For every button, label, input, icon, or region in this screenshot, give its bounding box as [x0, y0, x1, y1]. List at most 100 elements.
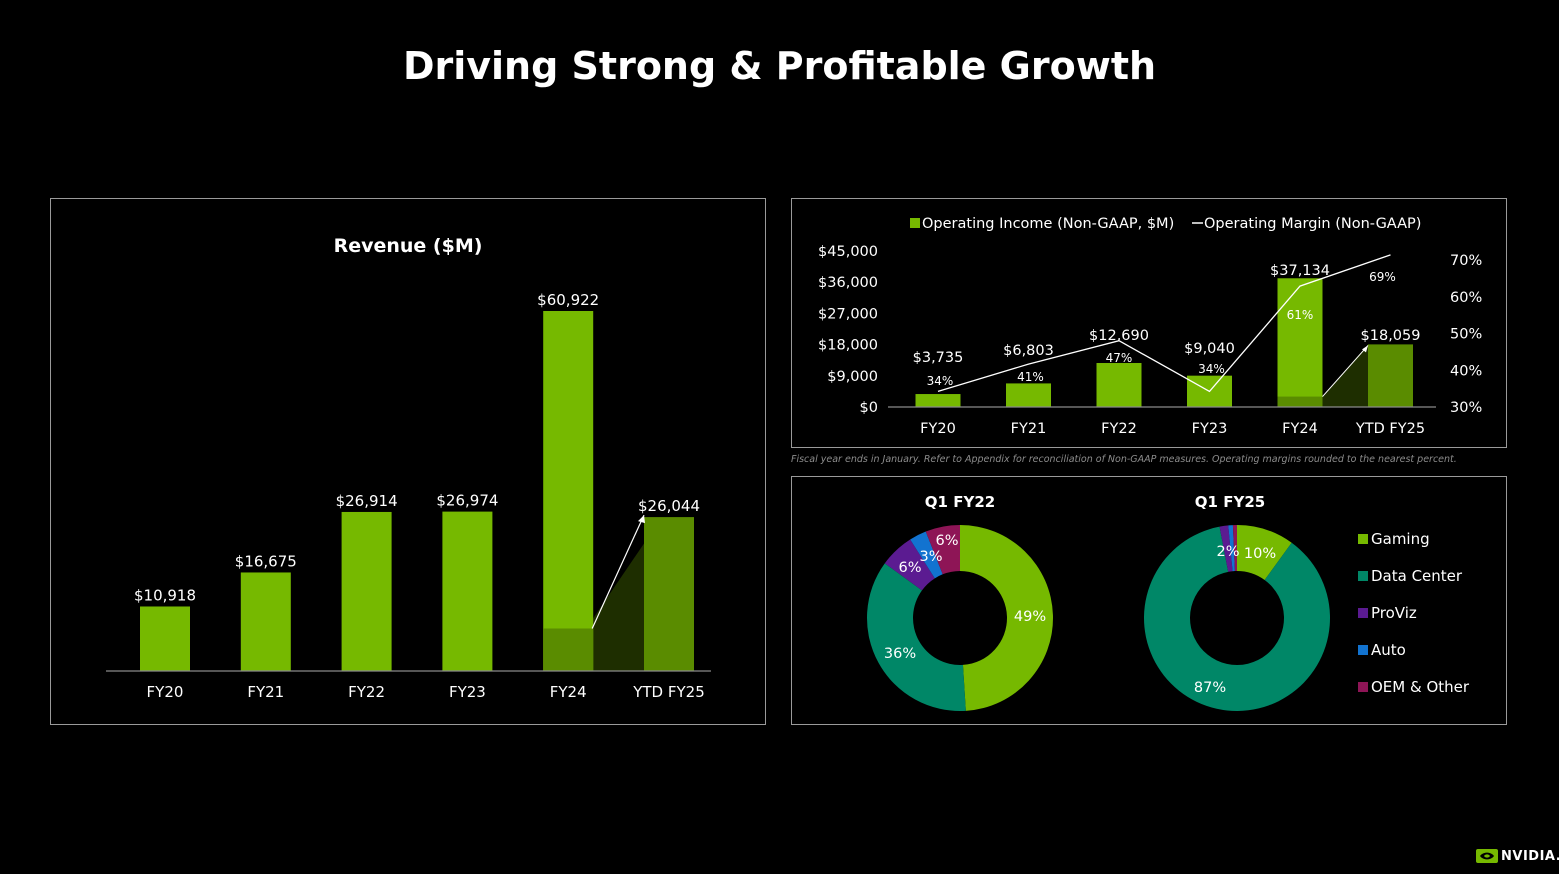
revenue-bar-fy21 — [240, 572, 291, 671]
op-income-data-label: $6,803 — [1003, 343, 1054, 359]
op-x-tick: FY23 — [1192, 421, 1228, 437]
donut-title: Q1 FY22 — [925, 493, 995, 511]
y-left-tick: $9,000 — [827, 369, 878, 385]
y-left-tick: $45,000 — [818, 244, 878, 260]
revenue-title: Revenue ($M) — [334, 235, 483, 257]
donut-slice-label: 2% — [1216, 544, 1239, 560]
op-income-bar-fy21 — [1006, 383, 1051, 407]
donut-slice-oem-other — [1232, 525, 1237, 572]
op-margin-data-label: 61% — [1287, 308, 1314, 322]
op-margin-data-label: 41% — [1017, 370, 1044, 384]
donut-slice-label: 36% — [884, 646, 916, 662]
legend-label-operating-income: Operating Income (Non-GAAP, $M) — [922, 216, 1174, 232]
y-right-tick: 50% — [1450, 327, 1482, 343]
op-growth-arrow — [1322, 345, 1369, 397]
donut-slice-proviz — [884, 539, 935, 591]
nvidia-logo: NVIDIA. — [1476, 845, 1559, 867]
nvidia-eye-icon — [1476, 849, 1498, 863]
op-income-bar-fy20 — [915, 394, 961, 407]
revenue-bar-fy24 — [543, 311, 594, 671]
op-income-data-label: $12,690 — [1089, 328, 1149, 344]
op-x-tick: FY24 — [1282, 421, 1318, 437]
revenue-bar-fy23 — [442, 511, 493, 671]
donut-slice-auto — [910, 531, 943, 579]
legend-swatch-operating-income — [910, 218, 920, 228]
op-x-tick: FY22 — [1101, 421, 1137, 437]
y-left-tick: $18,000 — [818, 338, 878, 354]
op-income-bar-ytd-fy25 — [1368, 344, 1413, 407]
revenue-data-label: $26,914 — [336, 492, 398, 510]
revenue-bar-fy24-base — [543, 628, 594, 671]
donut-slice-label: 3% — [919, 549, 942, 565]
revenue-bar-fy20 — [140, 606, 190, 671]
operating-income-chart: Operating Income (Non-GAAP, $M) Operating… — [818, 216, 1482, 437]
legend-swatch-auto — [1358, 645, 1368, 655]
revenue-mix-panel: Q1 FY22 49% 36% 6% 3% 6% Q1 FY25 10% 87% 2% Gaming… — [791, 476, 1507, 725]
op-x-tick: FY21 — [1011, 421, 1047, 437]
revenue-bar-fy22 — [341, 511, 392, 671]
y-right-tick: 40% — [1450, 363, 1482, 379]
revenue-data-label: $10,918 — [134, 586, 196, 604]
revenue-bar-ytd-fy25 — [644, 517, 694, 671]
legend-label-oem-other: OEM & Other — [1371, 678, 1470, 696]
revenue-data-label: $26,044 — [638, 497, 700, 515]
donut-slice-data-center — [867, 563, 966, 711]
op-income-bar-fy22 — [1096, 363, 1142, 407]
op-income-data-label: $37,134 — [1270, 263, 1330, 279]
op-x-tick: FY20 — [920, 421, 956, 437]
donut-slice-label: 49% — [1014, 609, 1046, 625]
y-right-tick: 70% — [1450, 253, 1482, 269]
legend-label-operating-margin: Operating Margin (Non-GAAP) — [1204, 216, 1421, 232]
op-income-bar-fy24-base — [1277, 396, 1323, 407]
legend-label-proviz: ProViz — [1371, 604, 1417, 622]
op-income-bar-fy24 — [1277, 278, 1323, 407]
footnote: Fiscal year ends in January. Refer to Ap… — [791, 454, 1457, 465]
donut-slice-label: 6% — [935, 533, 958, 549]
legend-swatch-data-center — [1358, 571, 1368, 581]
nvidia-logo-text: NVIDIA. — [1501, 848, 1559, 864]
op-income-data-label: $18,059 — [1361, 328, 1421, 344]
growth-arrow — [591, 514, 645, 629]
y-left-tick: $27,000 — [818, 306, 878, 322]
y-right-tick: 60% — [1450, 290, 1482, 306]
donut-slice-oem-other — [925, 525, 960, 575]
legend-swatch-oem-other — [1358, 682, 1368, 692]
y-right-tick: 30% — [1450, 400, 1482, 416]
revenue-x-tick: FY24 — [550, 683, 587, 701]
revenue-data-label: $26,974 — [436, 492, 498, 510]
revenue-x-tick: FY23 — [449, 683, 486, 701]
donut-slice-label: 10% — [1244, 546, 1276, 562]
donut-title: Q1 FY25 — [1195, 493, 1265, 511]
revenue-chart: Revenue ($M) $10,918 FY20 $16,675 FY21 $26,91… — [106, 235, 711, 701]
donut-slice-label: 87% — [1194, 680, 1226, 696]
donut-slice-auto — [1228, 525, 1235, 572]
growth-wedge — [586, 517, 662, 671]
legend-label-gaming: Gaming — [1371, 530, 1430, 548]
revenue-panel: Revenue ($M) $10,918 FY20 $16,675 FY21 $26,91… — [50, 198, 766, 725]
y-left-tick: $0 — [860, 400, 878, 416]
revenue-x-tick: FY20 — [147, 683, 184, 701]
legend-swatch-gaming — [1358, 534, 1368, 544]
donut-slice-gaming — [960, 525, 1053, 711]
growth-arrow-head — [638, 515, 645, 524]
op-margin-data-label: 34% — [927, 374, 954, 388]
revenue-mix-chart: Q1 FY22 49% 36% 6%3%6% Q1 FY25 10% 87% 2% Gaming… — [867, 493, 1470, 711]
legend-label-data-center: Data Center — [1371, 567, 1463, 585]
legend-swatch-proviz — [1358, 608, 1368, 618]
revenue-x-tick: YTD FY25 — [632, 683, 705, 701]
op-income-data-label: $3,735 — [913, 350, 964, 366]
op-income-data-label: $9,040 — [1184, 341, 1235, 357]
page-title: Driving Strong & Profitable Growth — [402, 44, 1157, 88]
y-left-tick: $36,000 — [818, 275, 878, 291]
op-margin-data-label: 34% — [1198, 362, 1225, 376]
op-x-tick: YTD FY25 — [1355, 421, 1425, 437]
op-margin-data-label: 69% — [1369, 270, 1396, 284]
donut-slice-proviz — [1219, 525, 1233, 572]
donut-slice-label: 6% — [898, 560, 921, 576]
revenue-x-tick: FY22 — [348, 683, 385, 701]
revenue-data-label: $16,675 — [235, 552, 297, 570]
op-margin-data-label: 47% — [1106, 351, 1133, 365]
revenue-x-tick: FY21 — [247, 683, 284, 701]
revenue-data-label: $60,922 — [537, 291, 599, 309]
